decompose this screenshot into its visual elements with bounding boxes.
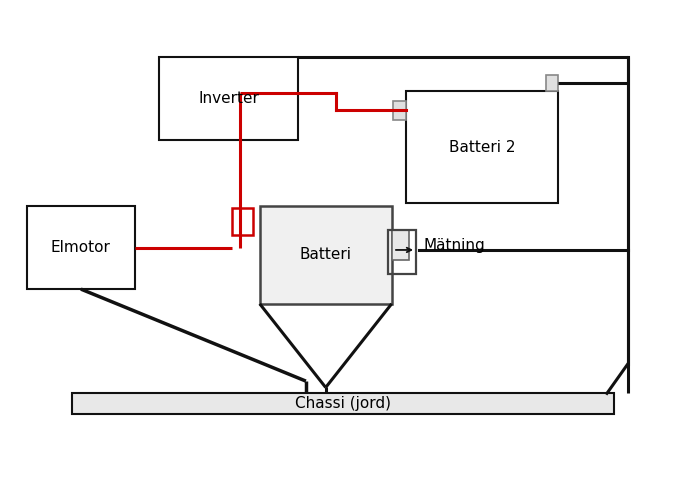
FancyBboxPatch shape [405,91,559,203]
FancyBboxPatch shape [392,230,409,260]
FancyBboxPatch shape [260,206,392,304]
FancyBboxPatch shape [232,208,253,235]
FancyBboxPatch shape [546,75,559,91]
FancyBboxPatch shape [393,100,405,120]
FancyBboxPatch shape [159,56,298,140]
Text: Elmotor: Elmotor [51,240,111,255]
Text: Batteri: Batteri [300,248,351,262]
Text: Inverter: Inverter [198,91,259,106]
FancyBboxPatch shape [72,394,614,414]
Text: Chassi (jord): Chassi (jord) [295,396,391,411]
FancyBboxPatch shape [27,206,134,289]
Text: Mätning: Mätning [424,238,485,252]
Text: Batteri 2: Batteri 2 [449,140,515,154]
